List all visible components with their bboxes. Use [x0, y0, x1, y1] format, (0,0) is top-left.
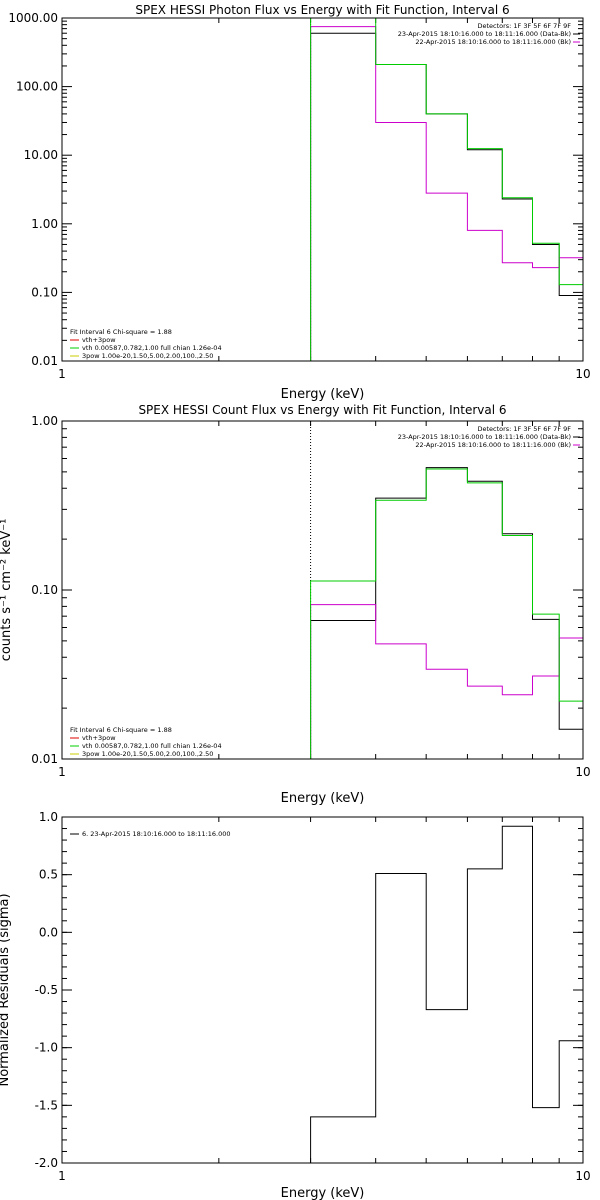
- y-axis-label: counts s⁻¹ cm⁻² keV⁻¹: [0, 519, 14, 662]
- legend-left-entry: vth+3pow: [82, 734, 116, 742]
- legend-right-entry: 23-Apr-2015 18:10:16.000 to 18:11:16.000…: [398, 433, 571, 441]
- y-axis-label: Normalized Residuals (sigma): [0, 893, 12, 1086]
- x-tick-label: 10: [575, 1169, 590, 1183]
- legend-right-entry: 23-Apr-2015 18:10:16.000 to 18:11:16.000…: [398, 30, 571, 38]
- x-tick-label: 10: [575, 765, 590, 779]
- y-tick-label: -1.5: [35, 1098, 58, 1112]
- chart-panel-1: SPEX HESSI Photon Flux vs Energy with Fi…: [8, 3, 590, 402]
- legend-left-entry: vth+3pow: [82, 336, 116, 344]
- x-axis-label: Energy (keV): [281, 791, 365, 806]
- y-tick-label: -0.5: [35, 983, 58, 997]
- legend-left-entry: vth 0.00587,0.782,1.00 full chian 1.26e-…: [82, 344, 222, 352]
- y-tick-label: 1.00: [31, 217, 58, 231]
- series-black-step-line: [310, 467, 584, 759]
- y-tick-label: 1.0: [39, 810, 58, 824]
- plot-frame: [61, 816, 584, 1164]
- x-tick-label: 1: [58, 367, 66, 381]
- legend-left-entry: 3pow 1.00e-20,1.50,5.00,2.00,100.,2.50: [82, 352, 213, 360]
- series-magenta-step-line: [310, 26, 584, 361]
- legend-right-entry: Detectors: 1F 3F 5F 6F 7F 9F: [477, 22, 571, 30]
- y-tick-label: 0.10: [31, 583, 58, 597]
- series-green-step-line: [310, 468, 584, 759]
- series-magenta-step-line: [310, 604, 584, 759]
- legend-right-entry: 22-Apr-2015 18:10:16.000 to 18:11:16.000…: [415, 441, 571, 449]
- x-tick-label: 1: [58, 1169, 66, 1183]
- chart-panel-2: SPEX HESSI Count Flux vs Energy with Fit…: [0, 403, 591, 806]
- y-tick-label: -2.0: [35, 1156, 58, 1170]
- y-tick-label: -1.0: [35, 1041, 58, 1055]
- y-tick-label: 10.00: [24, 148, 58, 162]
- legend-right-entry: 22-Apr-2015 18:10:16.000 to 18:11:16.000…: [415, 38, 571, 46]
- legend-right-entry: Detectors: 1F 3F 5F 6F 7F 9F: [477, 425, 571, 433]
- chart-title: SPEX HESSI Count Flux vs Energy with Fit…: [138, 403, 506, 417]
- x-tick-label: 10: [575, 367, 590, 381]
- y-tick-label: 1000.00: [8, 11, 58, 25]
- y-tick-label: 0.5: [39, 868, 58, 882]
- legend-left-entry: 3pow 1.00e-20,1.50,5.00,2.00,100.,2.50: [82, 750, 213, 758]
- legend-left-entry: vth 0.00587,0.782,1.00 full chian 1.26e-…: [82, 742, 222, 750]
- y-tick-label: 0.0: [39, 925, 58, 939]
- x-axis-label: Energy (keV): [281, 387, 365, 402]
- series-green-step-line: [310, 17, 584, 361]
- legend-left-entry: 6. 23-Apr-2015 18:10:16.000 to 18:11:16.…: [82, 830, 231, 838]
- legend-left-entry: Fit Interval 6 Chi-square = 1.88: [70, 328, 172, 336]
- series-black-step-line: [310, 32, 584, 361]
- chart-title: SPEX HESSI Photon Flux vs Energy with Fi…: [135, 3, 509, 17]
- chart-panel-3: 1.0 0.5 0.0 -0.5 -1.0 -1.5 -2.01 10 Energy (keV)…: [0, 810, 591, 1200]
- y-tick-label: 0.01: [31, 354, 58, 368]
- legend-left-entry: Fit Interval 6 Chi-square = 1.88: [70, 726, 172, 734]
- x-tick-label: 1: [58, 765, 66, 779]
- series-black-step-line: [310, 825, 583, 1163]
- y-tick-label: 0.01: [31, 752, 58, 766]
- x-axis-label: Energy (keV): [281, 1186, 365, 1200]
- y-tick-label: 1.00: [31, 414, 58, 428]
- plot-frame: [61, 420, 584, 760]
- plot-frame: [61, 17, 584, 362]
- y-tick-label: 0.10: [31, 285, 58, 299]
- y-tick-label: 100.00: [16, 80, 58, 94]
